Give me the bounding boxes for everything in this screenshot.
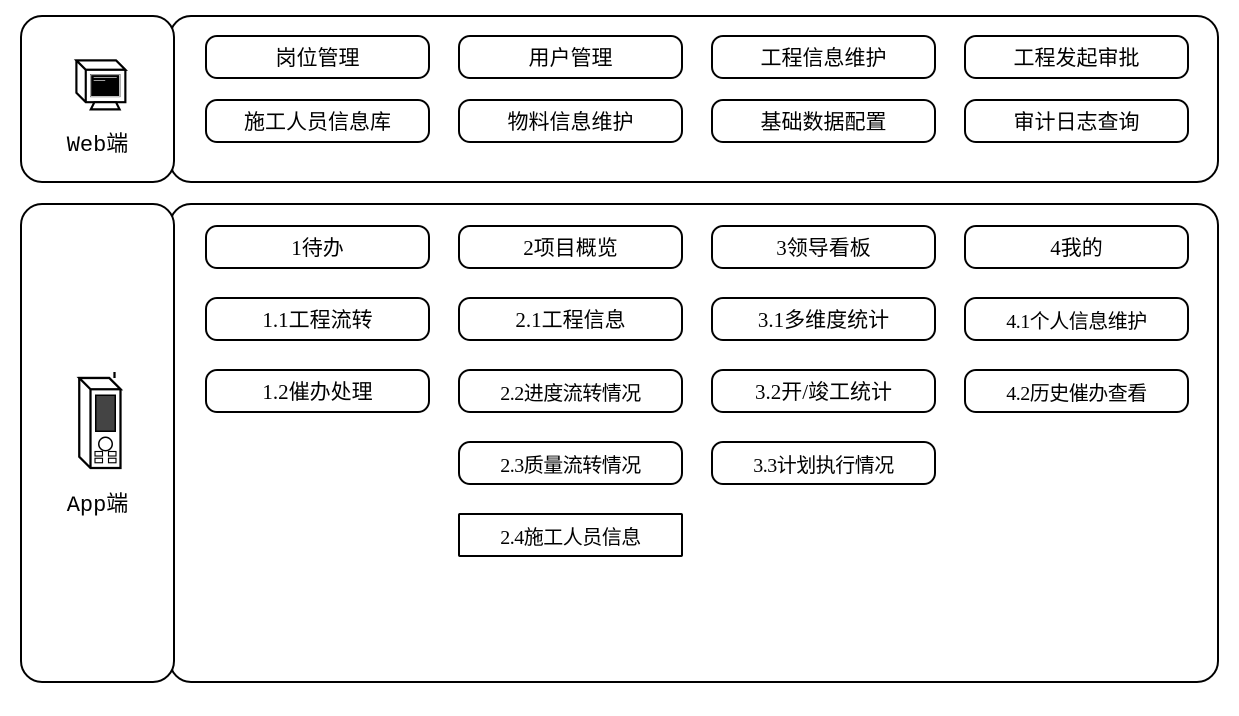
cell-1-1: 1.1工程流转 bbox=[205, 297, 430, 341]
web-grid: 岗位管理 用户管理 工程信息维护 工程发起审批 施工人员信息库 物料信息维护 基… bbox=[169, 15, 1219, 183]
cell-material-info-maintain: 物料信息维护 bbox=[458, 99, 683, 143]
cell-3-leader-board: 3领导看板 bbox=[711, 225, 936, 269]
cell-project-initiate-approval: 工程发起审批 bbox=[964, 35, 1189, 79]
app-label: App端 bbox=[67, 486, 129, 518]
app-section: App端 1待办 2项目概览 3领导看板 4我的 1.1工程流转 2.1工程信息… bbox=[20, 203, 1219, 683]
cell-post-management: 岗位管理 bbox=[205, 35, 430, 79]
cell-3-3: 3.3计划执行情况 bbox=[711, 441, 936, 485]
cell-audit-log-query: 审计日志查询 bbox=[964, 99, 1189, 143]
app-row-1: 1.1工程流转 2.1工程信息 3.1多维度统计 4.1个人信息维护 bbox=[205, 297, 1193, 341]
cell-2-3: 2.3质量流转情况 bbox=[458, 441, 683, 485]
cell-4-mine: 4我的 bbox=[964, 225, 1189, 269]
phone-icon bbox=[68, 368, 128, 478]
cell-4-1: 4.1个人信息维护 bbox=[964, 297, 1189, 341]
cell-project-info-maintain: 工程信息维护 bbox=[711, 35, 936, 79]
cell-basic-data-config: 基础数据配置 bbox=[711, 99, 936, 143]
cell-2-2: 2.2进度流转情况 bbox=[458, 369, 683, 413]
app-row-2: 1.2催办处理 2.2进度流转情况 3.2开/竣工统计 4.2历史催办查看 bbox=[205, 369, 1193, 413]
monitor-icon bbox=[62, 46, 134, 118]
cell-2-1: 2.1工程信息 bbox=[458, 297, 683, 341]
cell-4-2: 4.2历史催办查看 bbox=[964, 369, 1189, 413]
cell-1-2: 1.2催办处理 bbox=[205, 369, 430, 413]
app-grid: 1待办 2项目概览 3领导看板 4我的 1.1工程流转 2.1工程信息 3.1多… bbox=[169, 203, 1219, 683]
cell-empty bbox=[711, 513, 936, 557]
app-row-4: 2.4施工人员信息 bbox=[205, 513, 1193, 557]
cell-worker-info-db: 施工人员信息库 bbox=[205, 99, 430, 143]
web-label: Web端 bbox=[67, 126, 129, 158]
web-section: Web端 岗位管理 用户管理 工程信息维护 工程发起审批 施工人员信息库 物料信… bbox=[20, 15, 1219, 183]
cell-1-todo: 1待办 bbox=[205, 225, 430, 269]
web-row-0: 岗位管理 用户管理 工程信息维护 工程发起审批 bbox=[205, 35, 1193, 79]
cell-3-2: 3.2开/竣工统计 bbox=[711, 369, 936, 413]
cell-3-1: 3.1多维度统计 bbox=[711, 297, 936, 341]
app-icon-box: App端 bbox=[20, 203, 175, 683]
app-row-0: 1待办 2项目概览 3领导看板 4我的 bbox=[205, 225, 1193, 269]
cell-2-4: 2.4施工人员信息 bbox=[458, 513, 683, 557]
app-row-3: 2.3质量流转情况 3.3计划执行情况 bbox=[205, 441, 1193, 485]
cell-user-management: 用户管理 bbox=[458, 35, 683, 79]
cell-2-project-overview: 2项目概览 bbox=[458, 225, 683, 269]
cell-empty bbox=[205, 441, 430, 485]
cell-empty bbox=[964, 513, 1189, 557]
web-row-1: 施工人员信息库 物料信息维护 基础数据配置 审计日志查询 bbox=[205, 99, 1193, 143]
cell-empty bbox=[964, 441, 1189, 485]
cell-empty bbox=[205, 513, 430, 557]
web-icon-box: Web端 bbox=[20, 15, 175, 183]
